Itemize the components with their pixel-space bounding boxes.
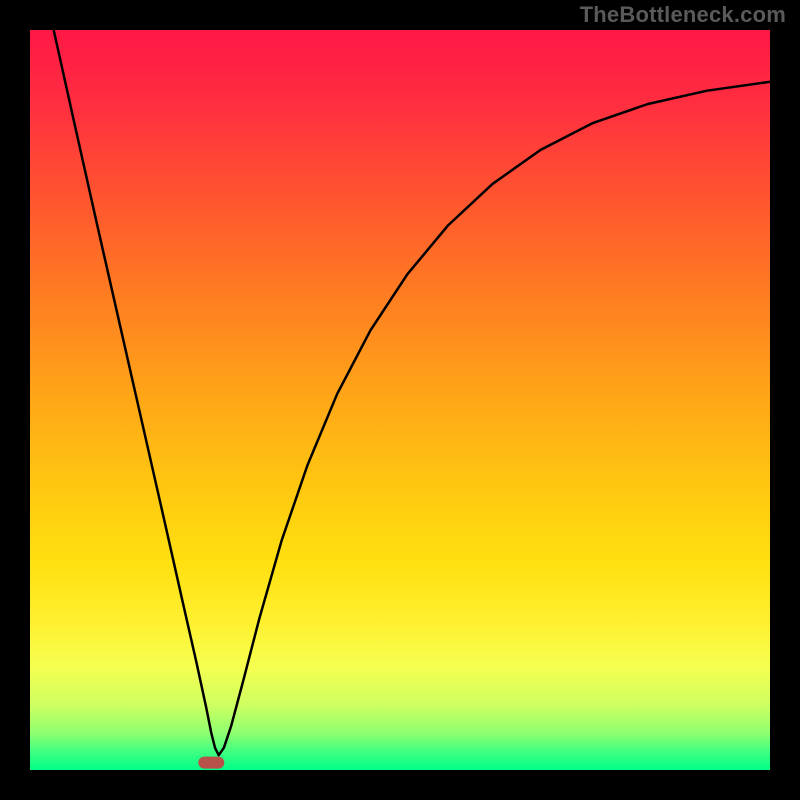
plot-svg: [30, 30, 770, 770]
watermark-text: TheBottleneck.com: [580, 2, 786, 28]
chart-frame: TheBottleneck.com: [0, 0, 800, 800]
plot-area: [30, 30, 770, 770]
gradient-background: [30, 30, 770, 770]
minimum-marker: [198, 757, 224, 769]
